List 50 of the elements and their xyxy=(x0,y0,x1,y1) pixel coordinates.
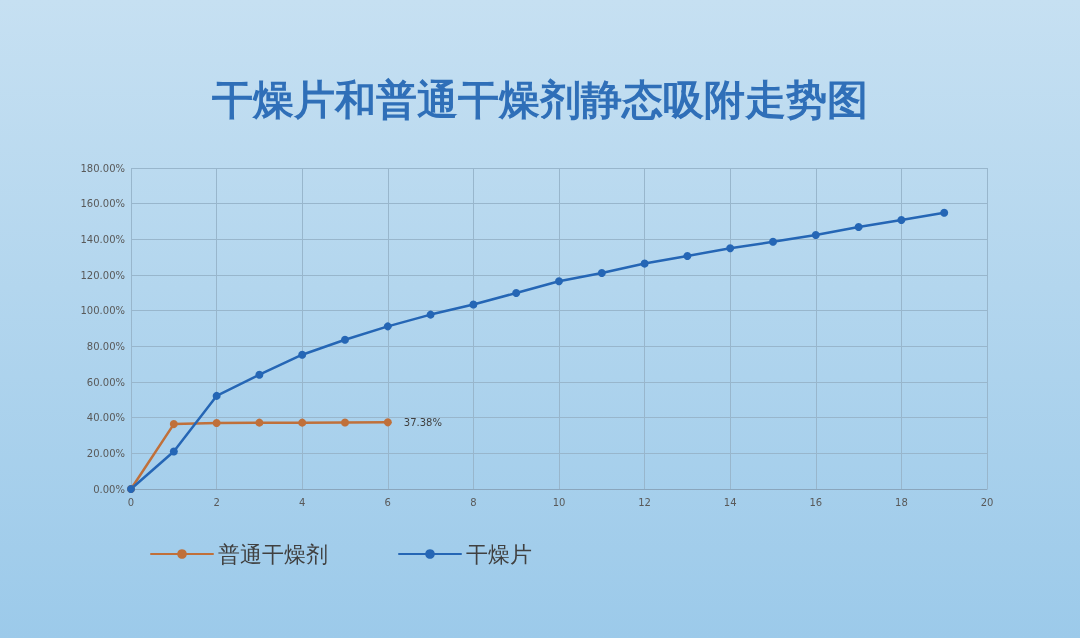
data-label: 37.38% xyxy=(403,416,442,428)
point xyxy=(555,277,563,286)
point xyxy=(854,223,863,232)
point xyxy=(212,391,221,400)
legend-label: 普通干燥剂 xyxy=(218,541,328,567)
x-tick-label: 16 xyxy=(809,496,823,508)
y-tick-label: 100.00% xyxy=(80,305,125,317)
x-tick-label: 8 xyxy=(470,496,477,508)
point xyxy=(255,418,264,427)
point xyxy=(769,237,777,246)
point xyxy=(169,420,178,429)
point xyxy=(640,259,649,268)
chart-title: 干燥片和普通干燥剂静态吸附走势图 xyxy=(212,75,868,124)
x-tick-label: 4 xyxy=(299,496,306,508)
x-tick-label: 14 xyxy=(723,496,737,508)
point xyxy=(169,447,178,456)
y-tick-label: 180.00% xyxy=(80,162,125,174)
x-tick-label: 0 xyxy=(127,496,135,508)
point xyxy=(383,322,392,331)
point xyxy=(212,419,221,428)
point xyxy=(940,208,949,217)
legend-label: 干燥片 xyxy=(466,541,532,567)
x-tick-label: 18 xyxy=(895,496,908,508)
x-tick-label: 2 xyxy=(213,496,220,508)
point xyxy=(426,310,435,319)
point xyxy=(469,300,478,309)
x-tick-label: 12 xyxy=(638,496,651,508)
y-tick-label: 80.00% xyxy=(86,340,125,352)
point xyxy=(298,350,307,359)
point xyxy=(897,216,906,225)
point xyxy=(512,289,521,298)
y-tick-label: 40.00% xyxy=(86,412,125,424)
point xyxy=(298,418,307,427)
point xyxy=(341,335,349,344)
y-tick-label: 60.00% xyxy=(86,376,125,388)
y-tick-label: 0.00% xyxy=(93,483,125,495)
point xyxy=(341,418,349,427)
y-tick-label: 20.00% xyxy=(86,447,125,459)
x-tick-label: 10 xyxy=(552,496,566,508)
point xyxy=(383,418,392,427)
point xyxy=(683,251,692,260)
y-tick-label: 120.00% xyxy=(80,269,125,281)
point xyxy=(597,269,606,278)
point xyxy=(255,370,264,379)
x-tick-label: 20 xyxy=(980,496,994,508)
point xyxy=(726,244,735,253)
y-tick-label: 140.00% xyxy=(80,233,125,245)
x-tick-label: 6 xyxy=(384,496,391,508)
point xyxy=(811,231,820,240)
y-tick-label: 160.00% xyxy=(80,198,125,210)
